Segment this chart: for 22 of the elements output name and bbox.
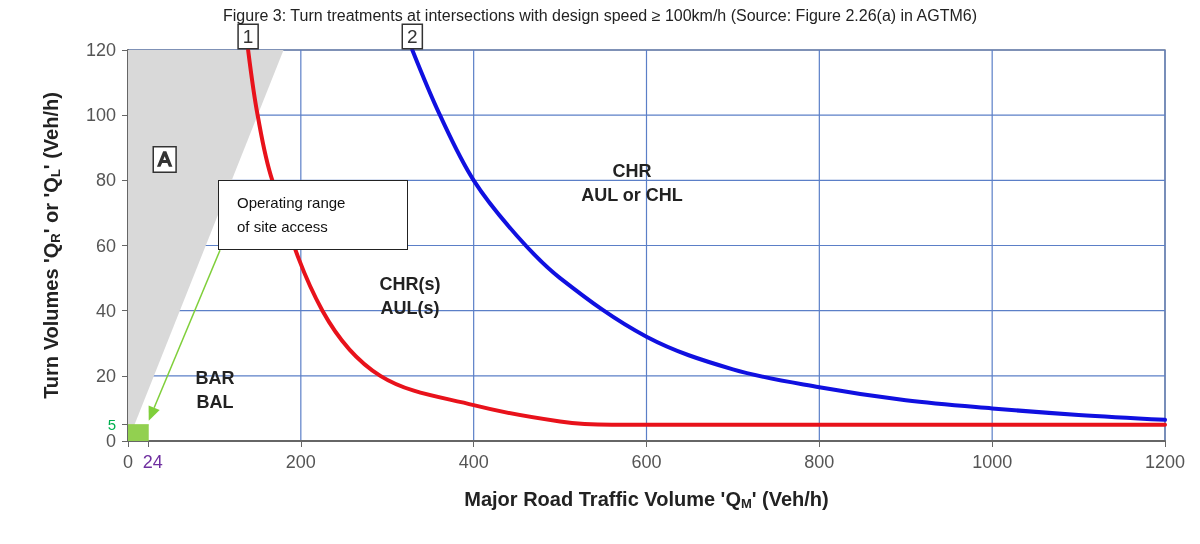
y-tick-label: 40 xyxy=(95,300,116,321)
y-tick-label: 120 xyxy=(85,40,116,60)
y-tick-label: 80 xyxy=(95,170,116,191)
x-tick-label: 200 xyxy=(285,452,316,472)
x-tick-label: 1000 xyxy=(972,452,1013,472)
series-label: A xyxy=(158,148,172,171)
x-tick-label: 1200 xyxy=(1144,452,1186,472)
y-tick-label: 60 xyxy=(95,235,116,256)
y-tick-label: 0 xyxy=(105,431,116,451)
y-axis-title: Turn Volumes 'QR' or 'QL' (Veh/h) xyxy=(39,92,63,399)
series-label: 1 xyxy=(242,26,254,47)
chart-title: Figure 3: Turn treatments at intersections with design speed ≥ 100km/h (Source: Figure 2.26(a) in AGTM6) xyxy=(222,6,978,24)
y-tick-label: 20 xyxy=(95,365,116,386)
x-tick-label: 800 xyxy=(804,452,835,472)
x-tick-label: 24 xyxy=(142,452,163,472)
y-tick-label: 100 xyxy=(85,105,116,126)
callout-box: Operating range of site access xyxy=(218,180,408,251)
x-tick-label: 400 xyxy=(458,452,489,472)
y-tick-label: 5 xyxy=(107,416,116,434)
x-tick-label: 600 xyxy=(631,452,662,472)
series-label: 2 xyxy=(407,26,418,47)
x-tick-label: 0 xyxy=(122,452,134,472)
